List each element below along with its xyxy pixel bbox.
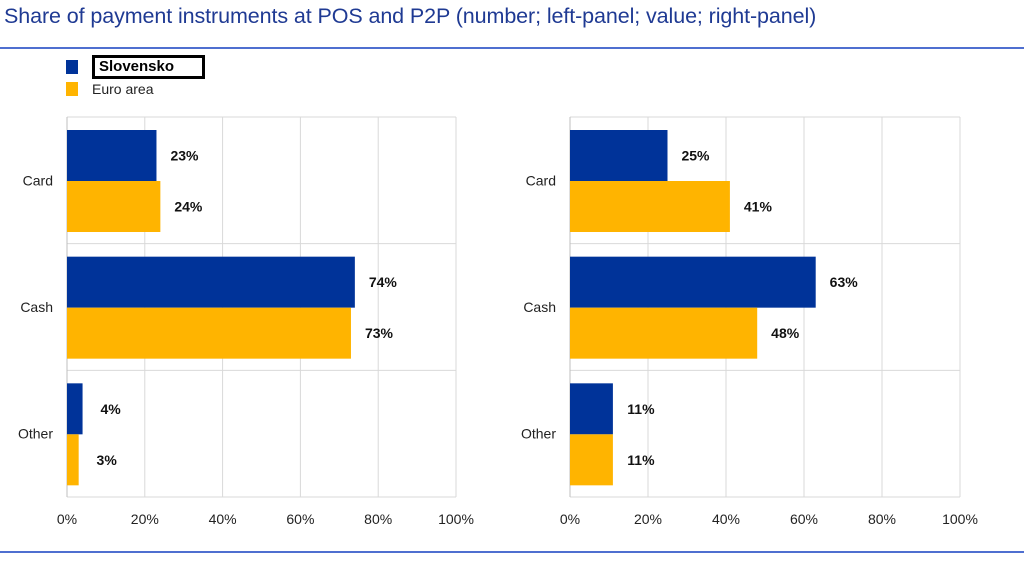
left-category-label-card: Card bbox=[23, 172, 53, 188]
left-bar-cash-euro-area bbox=[67, 307, 351, 359]
left-bar-card-euro-area bbox=[67, 181, 161, 232]
legend: Slovensko Euro area bbox=[66, 55, 206, 100]
right-data-label-card-euro-area: 41% bbox=[744, 199, 773, 215]
left-x-tick-label: 60% bbox=[286, 511, 314, 527]
right-data-label-other-euro-area: 11% bbox=[627, 452, 655, 468]
left-bar-cash-slovensko bbox=[67, 256, 355, 308]
left-category-label-other: Other bbox=[18, 426, 53, 442]
legend-swatch-euro-area bbox=[66, 82, 78, 96]
right-category-label-card: Card bbox=[526, 172, 556, 188]
right-x-tick-label: 0% bbox=[560, 511, 580, 527]
legend-item-euro-area: Euro area bbox=[66, 78, 205, 100]
right-bar-cash-slovensko bbox=[570, 256, 816, 308]
right-data-label-cash-slovensko: 63% bbox=[830, 274, 859, 290]
legend-item-slovensko: Slovensko bbox=[66, 55, 206, 79]
right-bar-cash-euro-area bbox=[570, 307, 758, 359]
top-rule bbox=[0, 47, 1024, 49]
right-data-label-cash-euro-area: 48% bbox=[771, 325, 800, 341]
right-x-tick-label: 60% bbox=[790, 511, 818, 527]
left-bar-other-euro-area bbox=[67, 434, 79, 486]
right-category-label-cash: Cash bbox=[523, 299, 556, 315]
right-bar-card-euro-area bbox=[570, 181, 730, 232]
left-x-tick-label: 80% bbox=[364, 511, 392, 527]
left-x-tick-label: 0% bbox=[57, 511, 77, 527]
left-data-label-other-euro-area: 3% bbox=[97, 452, 118, 468]
left-category-label-cash: Cash bbox=[20, 299, 53, 315]
left-data-label-card-slovensko: 23% bbox=[170, 148, 199, 164]
right-x-tick-label: 20% bbox=[634, 511, 662, 527]
right-bar-card-slovensko bbox=[570, 130, 668, 181]
left-x-tick-label: 100% bbox=[438, 511, 474, 527]
right-x-tick-label: 40% bbox=[712, 511, 740, 527]
legend-label-slovensko: Slovensko bbox=[92, 55, 206, 79]
legend-swatch-slovensko bbox=[66, 60, 78, 74]
left-x-tick-label: 20% bbox=[131, 511, 159, 527]
legend-label-euro-area: Euro area bbox=[92, 81, 154, 97]
left-data-label-other-slovensko: 4% bbox=[100, 401, 121, 417]
right-data-label-card-slovensko: 25% bbox=[681, 148, 710, 164]
left-bar-other-slovensko bbox=[67, 383, 83, 435]
left-data-label-cash-euro-area: 73% bbox=[365, 325, 394, 341]
left-x-tick-label: 40% bbox=[209, 511, 237, 527]
right-data-label-other-slovensko: 11% bbox=[627, 401, 655, 417]
left-bar-card-slovensko bbox=[67, 130, 157, 181]
chart-title: Share of payment instruments at POS and … bbox=[4, 4, 817, 28]
bottom-rule bbox=[0, 551, 1024, 553]
left-data-label-cash-slovensko: 74% bbox=[369, 274, 398, 290]
right-bar-other-slovensko bbox=[570, 383, 613, 435]
right-x-tick-label: 100% bbox=[942, 511, 978, 527]
right-bar-other-euro-area bbox=[570, 434, 613, 486]
right-x-tick-label: 80% bbox=[868, 511, 896, 527]
left-data-label-card-euro-area: 24% bbox=[174, 199, 203, 215]
right-category-label-other: Other bbox=[521, 426, 556, 442]
